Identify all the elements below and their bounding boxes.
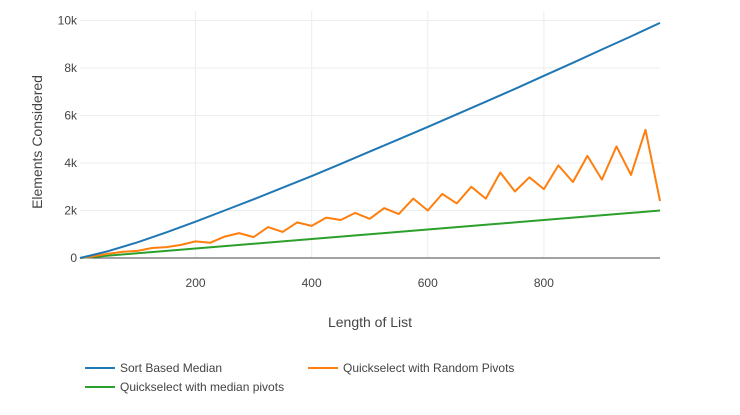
series-line-1 [79, 21, 661, 259]
y-tick-label: 0 [70, 251, 77, 265]
y-tick-label: 10k [58, 14, 78, 28]
legend-item: Quickselect with median pivots [85, 380, 284, 394]
y-tick-label: 2k [64, 204, 78, 218]
x-axis-title: Length of List [328, 314, 412, 330]
series-line-2 [79, 128, 661, 259]
series-line-3 [79, 209, 661, 259]
tick-labels: 0 2k 4k 6k 8k 10k 200 400 600 800 [58, 14, 555, 291]
x-tick-label: 800 [534, 276, 554, 290]
legend-label: Quickselect with median pivots [120, 380, 284, 394]
legend: Sort Based Median Quickselect with Random… [85, 361, 514, 394]
y-tick-label: 6k [64, 109, 78, 123]
legend-item: Sort Based Median [85, 361, 222, 375]
x-tick-label: 600 [418, 276, 438, 290]
x-tick-label: 400 [302, 276, 322, 290]
legend-label: Quickselect with Random Pivots [343, 361, 514, 375]
x-tick-label: 200 [186, 276, 206, 290]
gridlines [80, 11, 660, 259]
series-lines [79, 21, 661, 259]
legend-item: Quickselect with Random Pivots [308, 361, 514, 375]
y-axis-title: Elements Considered [29, 75, 45, 209]
legend-label: Sort Based Median [120, 361, 222, 375]
y-tick-label: 8k [64, 61, 78, 75]
y-tick-label: 4k [64, 156, 78, 170]
